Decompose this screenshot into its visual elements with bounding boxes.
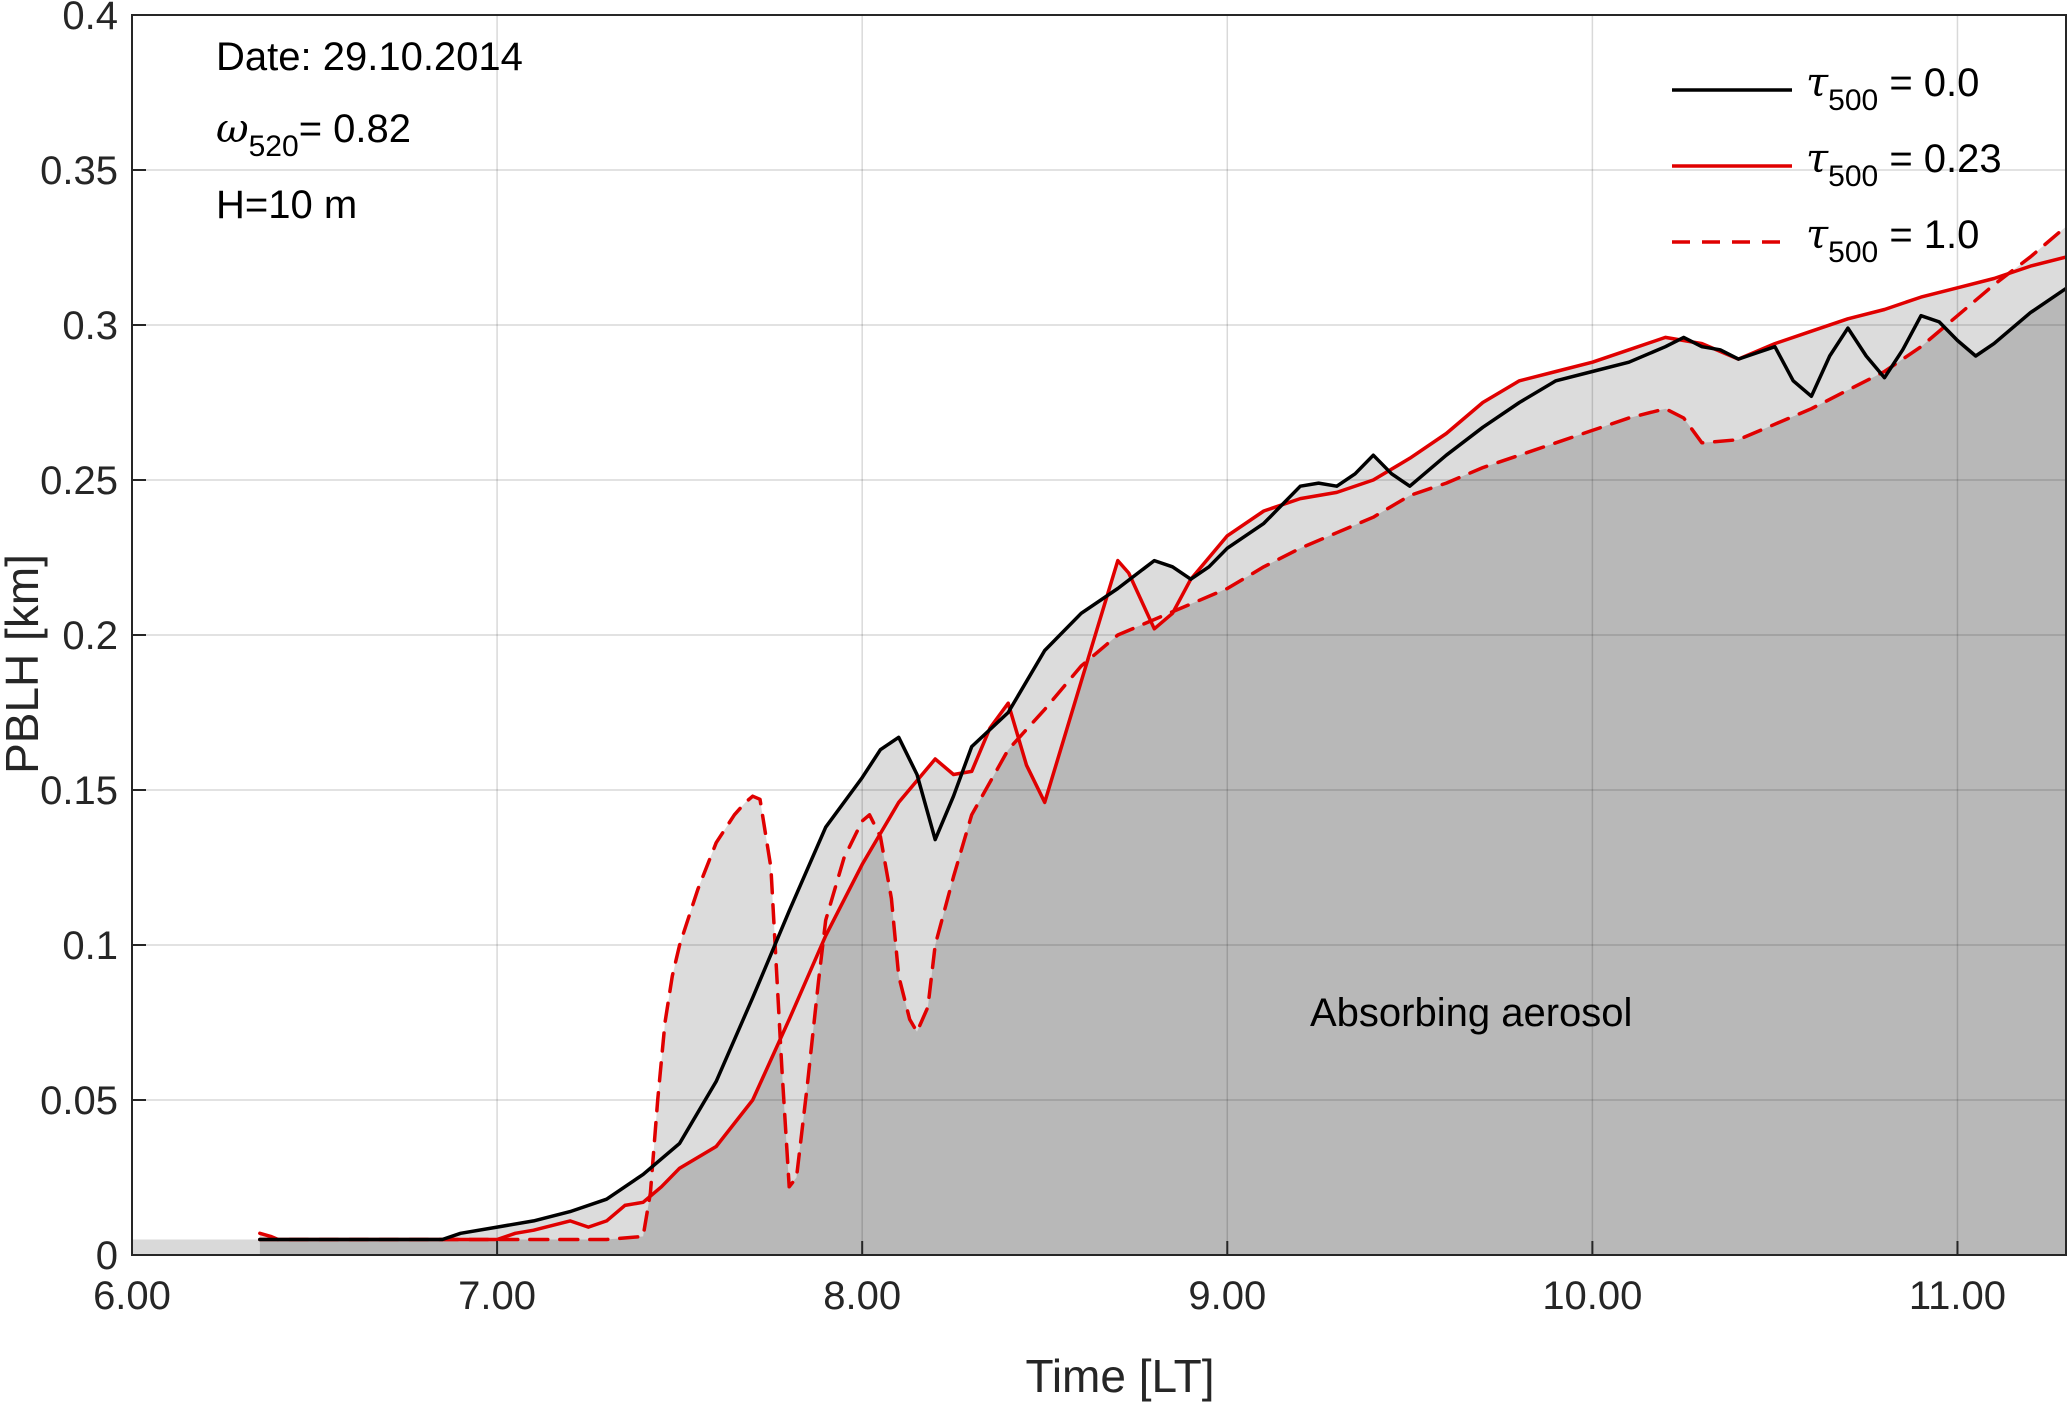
x-tick-label: 7.00 [458,1274,536,1318]
y-tick-label: 0 [96,1234,118,1278]
x-tick-label: 11.00 [1909,1274,2006,1318]
y-tick-label: 0.3 [62,304,118,348]
y-tick-label: 0.05 [40,1079,118,1123]
legend-tau-subscript: 500 [1828,236,1878,269]
legend-tau-subscript: 500 [1828,84,1878,117]
date-annotation: Date: 29.10.2014 [216,35,523,79]
legend-tau-symbol: τ [1806,212,1829,258]
x-tick-label: 6.00 [93,1274,171,1318]
absorbing-aerosol-label: Absorbing aerosol [1310,991,1632,1035]
legend-tau-value: = 0.23 [1878,137,2001,181]
legend-label-tau-1: τ500 = 1.0 [1806,212,1979,269]
legend-tau-subscript: 500 [1828,160,1878,193]
x-tick-label: 8.00 [823,1274,901,1318]
series-line-0 [258,286,2067,1242]
x-axis-label: Time [LT] [1025,1350,1214,1402]
omega-annotation: ω520= 0.82 [216,106,411,163]
omega-symbol: ω [216,106,249,152]
legend-tau-value: = 1.0 [1878,213,1979,257]
y-tick-label: 0.25 [40,459,118,503]
height-annotation: H=10 m [216,183,357,227]
x-tick-label: 9.00 [1188,1274,1266,1318]
plot-area: 6.00 7.00 8.00 9.00 10.00 11.00 0 0.05 0.1 0.15 0.… [40,0,2067,1318]
y-tick-label: 0.4 [62,0,118,38]
y-tick-label: 0.2 [62,614,118,658]
series-line-2 [258,224,2067,1242]
y-tick-label: 0.1 [62,924,118,968]
y-tick-label: 0.35 [40,149,118,193]
y-tick-label: 0.15 [40,769,118,813]
legend-tau-symbol: τ [1806,60,1829,106]
legend: τ500 = 0.0 τ500 = 0.23 τ500 = 1.0 [1672,60,2002,269]
omega-value: = 0.82 [299,107,411,151]
omega-subscript: 520 [249,130,299,163]
legend-tau-symbol: τ [1806,136,1829,182]
legend-label-tau-023: τ500 = 0.23 [1806,136,2002,193]
baseline-band-left [132,1239,260,1255]
absorbing-aerosol-area [259,287,2067,1255]
x-tick-label: 10.00 [1542,1274,1642,1318]
legend-label-tau-0: τ500 = 0.0 [1806,60,1979,117]
legend-tau-value: = 0.0 [1878,61,1979,105]
y-axis-label: PBLH [km] [0,554,48,774]
